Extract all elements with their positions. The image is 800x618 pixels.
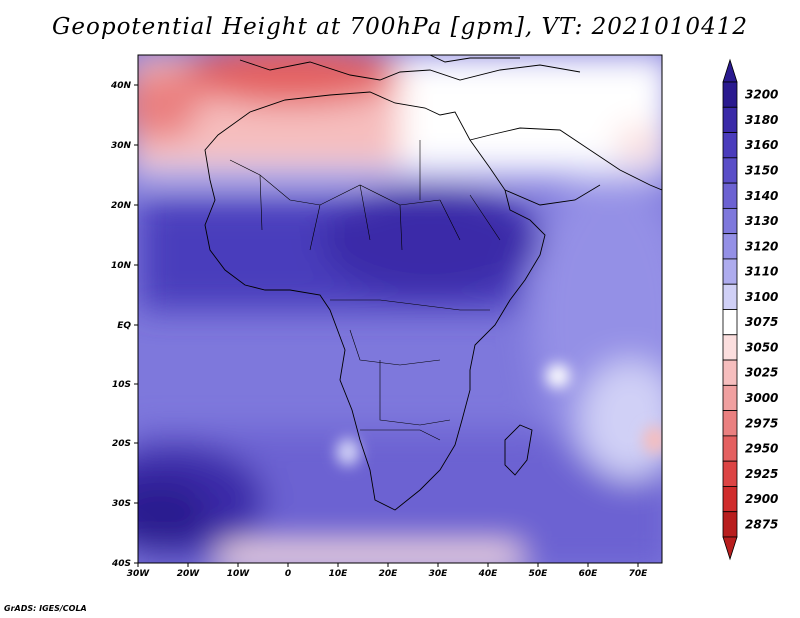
colorbar-swatch [722,359,738,386]
africa-coast [204,91,546,511]
colorbar-swatch [722,309,738,336]
lat-label: 20N [111,201,132,211]
europe-coast [239,59,581,81]
lat-label: 40N [110,81,132,91]
colorbar-label: 3100 [745,290,778,304]
lat-label: EQ [117,321,131,331]
colorbar-label: 2950 [745,442,778,456]
lat-label: 20S [112,439,131,449]
colorbar-label: 2875 [745,517,778,531]
colorbar-label: 3075 [745,315,778,329]
colorbar-swatch [722,435,738,462]
colorbar-label: 3140 [745,189,778,203]
colorbar-swatch [722,258,738,285]
colorbar-label: 3150 [745,163,778,177]
colorbar-label: 3050 [745,340,778,354]
colorbar-label: 3130 [745,214,778,228]
black-sea-coast [429,55,520,63]
lon-label: 70E [629,569,649,579]
colorbar-label: 3110 [745,265,778,279]
colorbar-swatch [722,207,738,235]
colorbar-swatch [722,410,738,437]
colorbar-label: 3025 [745,366,778,380]
lat-label: 10S [112,380,131,390]
lat-label: 30N [111,141,132,151]
colorbar-label: 3000 [745,391,778,405]
lon-label: 0 [285,569,291,579]
lon-label: 20E [379,569,399,579]
lat-label: 40S [111,559,131,569]
credit-text: GrADS: IGES/COLA [4,604,87,613]
colorbar-swatch [722,157,738,184]
colorbar-label: 3160 [745,138,778,152]
colorbar-swatch [722,511,738,538]
lon-label: 30W [127,569,151,579]
colorbar-swatch [722,283,738,310]
lat-label: 10N [111,261,132,271]
colorbar-bottom-arrow [722,536,738,561]
colorbar-swatch [722,384,738,412]
colorbar-label: 2925 [745,467,778,481]
colorbar-label: 2900 [745,492,778,506]
height-field [138,55,662,563]
colorbar: 3200 3180 3160 3150 3140 3130 3120 3110 3100 3075… [722,58,778,561]
colorbar-top-arrow [722,58,738,83]
lon-label: 20W [177,569,201,579]
lon-labels: 30W 20W 10W 0 10E 20E 30E 40E 50E 60E 70… [127,569,648,579]
lon-label: 60E [579,569,599,579]
colorbar-swatch [722,486,738,513]
colorbar-swatch [722,132,738,159]
colorbar-label: 3120 [745,239,778,253]
colorbar-label: 2975 [745,416,778,430]
lon-label: 10W [227,569,251,579]
colorbar-swatch [722,334,738,361]
colorbar-swatch [722,182,738,209]
arabia-coast [469,127,662,191]
lon-label: 40E [478,569,499,579]
arabia-south-coast [504,184,601,206]
country-borders [229,140,501,441]
madagascar-coast [504,424,533,476]
colorbar-label: 3180 [745,113,778,127]
colorbar-swatch [722,106,738,133]
lon-label: 10E [329,569,349,579]
lon-label: 30E [429,569,449,579]
colorbar-swatch [722,233,738,260]
coastlines [204,55,662,511]
plot-frame [137,54,663,564]
map-title: Geopotential Height at 700hPa [gpm], VT:… [52,14,748,40]
colorbar-label: 3200 [745,88,778,102]
lat-labels: 40N 30N 20N 10N EQ 10S 20S 30S 40S [110,81,132,569]
colorbar-swatch [722,81,738,108]
lat-label: 30S [112,499,131,509]
colorbar-swatch [722,460,738,487]
lon-label: 50E [529,569,549,579]
